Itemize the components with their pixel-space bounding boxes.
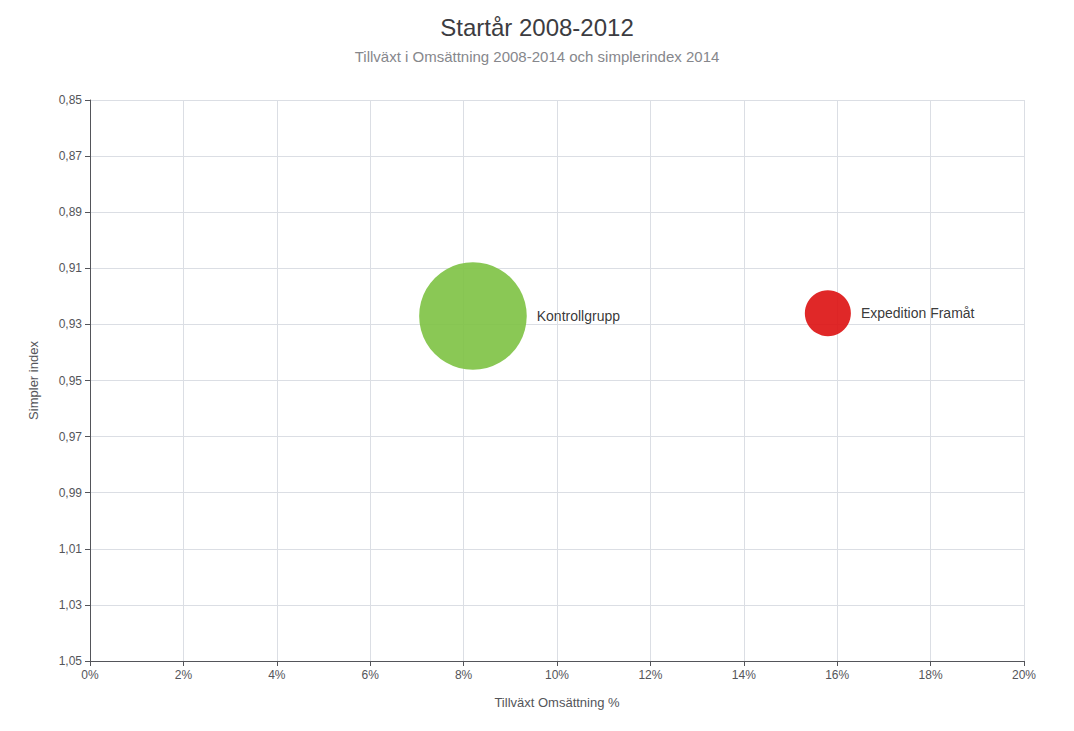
svg-text:16%: 16% [825,668,849,682]
svg-text:Kontrollgrupp: Kontrollgrupp [537,308,620,324]
svg-text:0,87: 0,87 [59,149,83,163]
svg-text:18%: 18% [919,668,943,682]
svg-text:1,03: 1,03 [59,598,83,612]
svg-text:Startår 2008-2012: Startår 2008-2012 [440,14,633,41]
svg-text:0,85: 0,85 [59,93,83,107]
svg-text:4%: 4% [268,668,286,682]
svg-text:Tillväxt Omsättning %: Tillväxt Omsättning % [494,695,620,710]
svg-text:8%: 8% [455,668,473,682]
svg-text:0%: 0% [81,668,99,682]
svg-text:20%: 20% [1012,668,1036,682]
svg-text:0,99: 0,99 [59,486,83,500]
svg-text:1,01: 1,01 [59,542,83,556]
svg-text:0,89: 0,89 [59,205,83,219]
svg-text:Expedition Framåt: Expedition Framåt [861,305,975,321]
svg-text:0,93: 0,93 [59,317,83,331]
svg-text:Simpler index: Simpler index [26,341,41,420]
svg-text:0,97: 0,97 [59,430,83,444]
svg-text:10%: 10% [545,668,569,682]
svg-text:0,95: 0,95 [59,374,83,388]
svg-text:Tillväxt i Omsättning 2008-201: Tillväxt i Omsättning 2008-2014 och simp… [355,48,720,65]
svg-text:6%: 6% [362,668,380,682]
svg-text:0,91: 0,91 [59,261,83,275]
svg-text:14%: 14% [732,668,756,682]
svg-text:12%: 12% [638,668,662,682]
svg-text:2%: 2% [175,668,193,682]
svg-text:1,05: 1,05 [59,654,83,668]
